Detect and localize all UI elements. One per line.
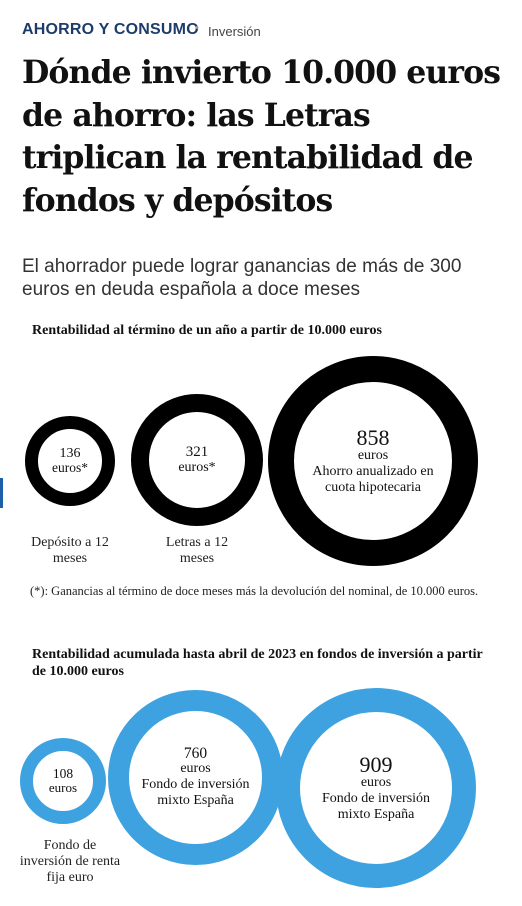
chart-title: Rentabilidad acumulada hasta abril de 20… [32, 647, 483, 679]
mixed-fund-value-2: 909 [359, 752, 393, 778]
separator-dot: • [195, 22, 199, 34]
letras-unit: euros* [178, 459, 216, 475]
fixed-income-circle: 108 euros [20, 738, 106, 824]
letras-caption: Letras a 12 meses [165, 535, 229, 566]
mortgage-unit: euros [357, 448, 389, 464]
mortgage-value: 858 [356, 425, 390, 451]
deposit-circle: 136 euros* [25, 416, 115, 506]
mixed-fund-circle-1: 760 euros Fondo de inversión mixto Españ… [108, 690, 283, 865]
mortgage-circle: 858 euros Ahorro anualizado en cuota hip… [268, 356, 478, 566]
section-link[interactable]: AHORRO Y CONSUMO [22, 21, 199, 38]
standfirst: El ahorrador puede lograr ganancias de m… [22, 256, 462, 300]
footnote: (*): Ganancias al término de doce meses … [30, 584, 479, 598]
mixed-fund-circle-2: 909 euros Fondo de inversión mixto Españ… [276, 688, 476, 888]
fixed-income-value: 108 [52, 766, 74, 782]
mixed-fund-label-1: Fondo de inversión mixto España [141, 776, 250, 808]
mixed-fund-value-1: 760 [183, 744, 208, 762]
mixed-fund-unit-1: euros [180, 761, 211, 777]
deposit-caption: Depósito a 12 meses [31, 535, 109, 566]
mixed-fund-label-2: Fondo de inversión mixto España [321, 790, 431, 822]
chart-title: Rentabilidad al término de un año a part… [32, 323, 382, 338]
fixed-income-unit: euros [48, 780, 78, 796]
headline: Dónde invierto 10.000 euros de ahorro: l… [22, 54, 501, 219]
fixed-income-caption: Fondo de inversión de renta fija euro [19, 838, 121, 885]
letras-value: 321 [185, 443, 209, 460]
scroll-marker [0, 478, 3, 508]
letras-circle: 321 euros* [131, 394, 263, 526]
mixed-fund-unit-2: euros [360, 775, 392, 791]
deposit-value: 136 [59, 445, 81, 461]
deposit-unit: euros* [52, 460, 88, 476]
subsection-link[interactable]: Inversión [208, 24, 261, 39]
mortgage-label: Ahorro anualizado en cuota hipotecaria [312, 463, 434, 495]
